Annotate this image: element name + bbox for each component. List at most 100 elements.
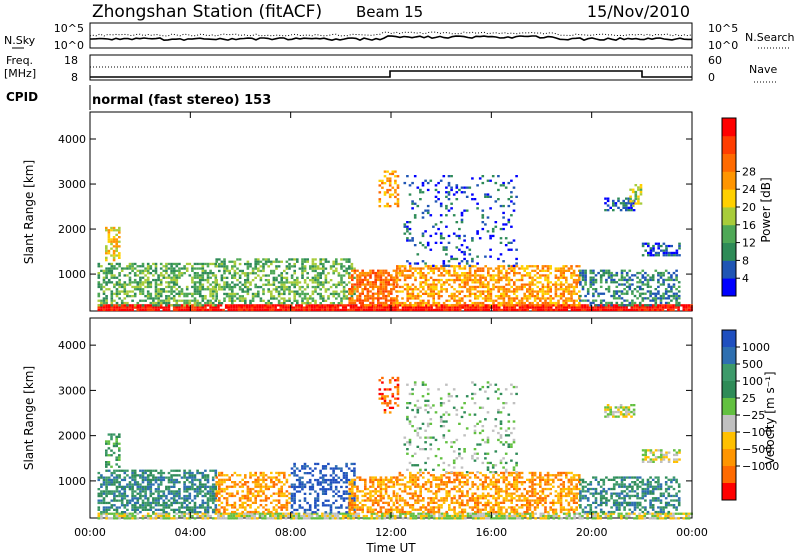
data-point (206, 506, 210, 509)
data-point (97, 306, 101, 309)
data-point (578, 278, 581, 282)
data-point (442, 269, 446, 272)
data-point (175, 278, 179, 282)
data-point (185, 308, 189, 312)
data-point (271, 306, 275, 309)
data-point (196, 488, 199, 491)
data-point (254, 485, 257, 488)
data-point (396, 267, 399, 270)
data-point (578, 290, 581, 293)
data-point (262, 506, 265, 509)
data-point (332, 265, 335, 268)
data-point (191, 292, 194, 295)
data-point (246, 260, 250, 263)
data-point (646, 304, 650, 307)
data-point (290, 274, 294, 277)
data-point (395, 274, 398, 277)
data-point (464, 304, 467, 307)
data-point (295, 467, 299, 470)
data-point (231, 492, 234, 495)
data-point (520, 283, 524, 286)
data-point (596, 512, 600, 515)
data-point (223, 267, 226, 270)
data-point (672, 306, 675, 309)
data-point (383, 517, 387, 520)
data-point (113, 481, 116, 484)
data-point (406, 295, 409, 298)
data-point (421, 260, 425, 263)
data-point (185, 517, 189, 520)
data-point (165, 295, 168, 298)
data-point (602, 269, 606, 272)
data-point (233, 295, 237, 298)
data-point (115, 283, 119, 286)
data-point (666, 514, 670, 518)
data-point (209, 494, 212, 498)
data-point (620, 283, 624, 286)
data-point (528, 290, 532, 293)
data-point (541, 292, 545, 295)
data-point (495, 517, 498, 520)
data-point (293, 295, 296, 298)
data-point (546, 285, 550, 289)
data-point (316, 274, 320, 277)
data-point (366, 271, 370, 275)
data-point (557, 308, 561, 312)
data-point (542, 306, 545, 309)
data-point (157, 483, 160, 486)
data-point (332, 302, 335, 305)
data-point (481, 269, 485, 272)
data-point (523, 304, 527, 307)
data-point (358, 276, 362, 279)
data-point (447, 234, 451, 238)
data-point (531, 292, 534, 295)
data-point (115, 490, 119, 493)
data-point (175, 478, 179, 482)
data-point (471, 517, 475, 520)
data-point (144, 494, 147, 498)
data-point (170, 504, 173, 507)
data-point (374, 283, 377, 286)
data-point (183, 499, 186, 502)
data-point (235, 306, 238, 309)
data-point (157, 501, 160, 505)
data-point (105, 226, 108, 230)
data-point (293, 474, 296, 477)
data-point (295, 485, 299, 489)
data-point (309, 302, 312, 305)
data-point (227, 512, 231, 515)
data-point (345, 297, 348, 300)
data-point (293, 290, 296, 293)
data-point (220, 483, 224, 486)
data-point (374, 304, 377, 307)
data-point (455, 278, 459, 282)
data-point (497, 281, 500, 284)
data-point (188, 474, 192, 477)
data-point (653, 517, 657, 520)
data-point (131, 506, 134, 509)
data-point (146, 272, 150, 275)
data-point (211, 492, 215, 495)
data-point (505, 301, 508, 305)
data-point (107, 463, 111, 466)
data-point (510, 225, 513, 228)
data-point (528, 292, 532, 295)
data-point (350, 262, 354, 266)
data-point (100, 511, 103, 514)
data-point (528, 272, 532, 275)
data-point (264, 497, 268, 500)
data-point (223, 478, 226, 481)
data-point (559, 297, 563, 300)
data-point (358, 297, 362, 300)
data-point (411, 292, 415, 295)
data-point (123, 511, 127, 514)
data-point (267, 487, 270, 491)
data-point (115, 485, 119, 488)
data-point (120, 494, 124, 498)
data-point (406, 269, 409, 272)
data-point (638, 288, 642, 291)
data-point (573, 308, 576, 312)
data-point (204, 478, 207, 482)
data-point (285, 260, 289, 263)
data-point (233, 506, 237, 509)
